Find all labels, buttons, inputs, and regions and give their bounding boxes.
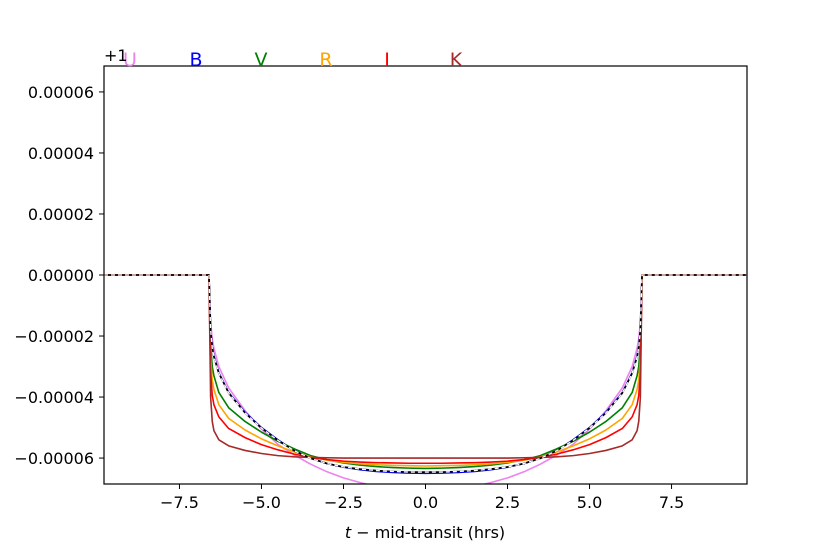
- legend-label-v: V: [255, 49, 268, 71]
- x-tick-label: 0.0: [413, 493, 438, 512]
- y-offset-label: +1: [104, 46, 128, 65]
- x-axis-ticks: −7.5 −5.0 −2.5 0.0 2.5 5.0 7.5: [160, 484, 684, 512]
- legend-label-i: I: [384, 49, 390, 71]
- y-tick-label: 0.00000: [28, 266, 94, 285]
- y-tick-label: 0.00004: [28, 144, 94, 163]
- series-line-u: [104, 274, 747, 484]
- legend-label-r: R: [319, 49, 332, 71]
- series-line-r: [104, 274, 747, 467]
- x-tick-label: −7.5: [160, 493, 199, 512]
- legend-label-k: K: [450, 49, 463, 71]
- y-tick-label: 0.00002: [28, 205, 94, 224]
- series-line-i: [104, 274, 747, 465]
- series-line-v: [104, 274, 747, 470]
- y-tick-label: −0.00006: [14, 449, 94, 468]
- x-axis-label-variable: t: [345, 523, 352, 542]
- x-tick-label: −5.0: [242, 493, 281, 512]
- x-axis-label: t − mid-transit (hrs): [345, 523, 505, 542]
- y-axis-ticks: 0.00006 0.00004 0.00002 0.00000 −0.00002 −0.0…: [14, 83, 104, 468]
- series-line-overlay-dashed: [104, 274, 747, 473]
- x-axis-label-text: − mid-transit (hrs): [351, 523, 505, 542]
- x-tick-label: 2.5: [495, 493, 520, 512]
- legend-label-b: B: [189, 49, 202, 71]
- x-tick-label: 5.0: [577, 493, 602, 512]
- y-tick-label: −0.00004: [14, 388, 94, 407]
- series-line-k: [104, 274, 747, 459]
- x-tick-label: 7.5: [659, 493, 684, 512]
- y-tick-label: 0.00006: [28, 83, 94, 102]
- series-layer: [104, 274, 747, 484]
- x-tick-label: −2.5: [324, 493, 363, 512]
- legend-label-u: U: [123, 49, 137, 71]
- y-tick-label: −0.00002: [14, 327, 94, 346]
